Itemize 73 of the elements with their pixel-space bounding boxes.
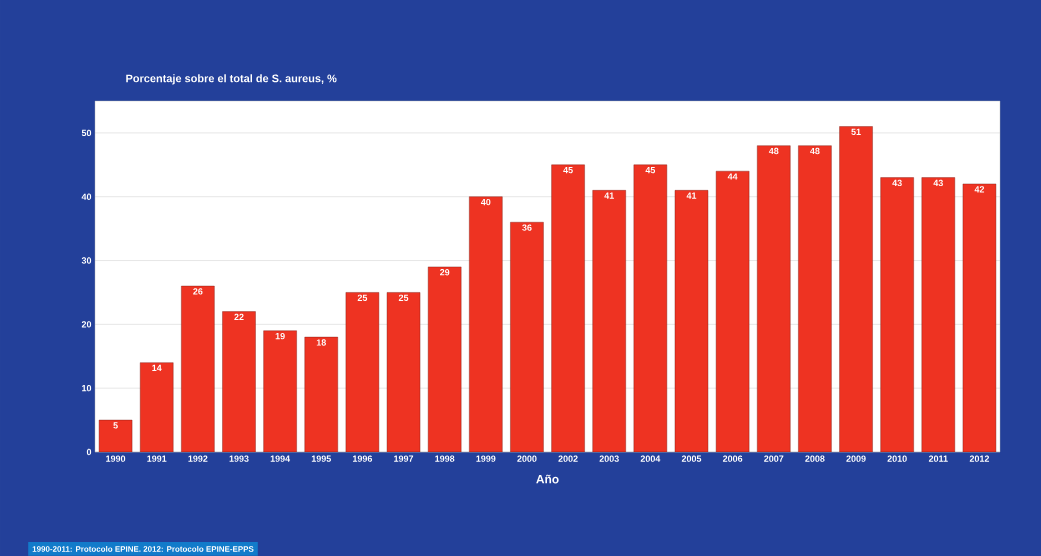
bar [839, 126, 873, 452]
bar [716, 171, 750, 452]
bar [140, 362, 174, 452]
data-label: 26 [193, 288, 203, 295]
bar [387, 292, 421, 452]
bar [181, 286, 215, 452]
x-tick-label: 2002 [558, 455, 578, 462]
bar [592, 190, 626, 452]
data-label: 41 [604, 192, 614, 199]
x-tick-label: 1998 [435, 455, 455, 462]
bar [345, 292, 379, 452]
bar [757, 145, 791, 452]
data-label: 41 [686, 192, 697, 199]
data-label: 48 [768, 147, 779, 155]
data-label: 51 [851, 128, 861, 135]
data-label: 43 [892, 179, 902, 187]
bar [551, 164, 585, 452]
data-label: 18 [316, 339, 326, 346]
x-axis-title: Año [536, 474, 559, 484]
x-tick-label: 1993 [229, 455, 249, 462]
y-tick-label: 30 [81, 257, 92, 264]
bar [633, 164, 667, 452]
data-label: 29 [440, 269, 450, 276]
x-tick-label: 2009 [846, 455, 866, 462]
x-tick-label: 1992 [188, 455, 208, 462]
x-tick-label: 1997 [394, 455, 414, 462]
x-tick-label: 2005 [681, 455, 702, 462]
data-label: 25 [398, 294, 409, 301]
x-tick-label: 2003 [599, 455, 619, 462]
x-tick-label: 2010 [887, 455, 907, 462]
y-tick-label: 0 [86, 448, 92, 456]
x-tick-label: 2000 [517, 455, 537, 462]
bar [222, 311, 256, 452]
bar [674, 190, 708, 452]
x-tick-label: 2004 [640, 455, 661, 462]
x-tick-label: 2011 [928, 455, 948, 462]
data-label: 22 [234, 313, 244, 321]
data-label: 44 [727, 173, 738, 180]
data-label: 45 [563, 167, 573, 174]
y-tick-label: 40 [81, 193, 92, 200]
y-tick-label: 50 [81, 129, 92, 137]
y-tick-label: 10 [82, 384, 92, 392]
data-label: 5 [113, 422, 118, 429]
x-tick-label: 2007 [764, 455, 784, 462]
x-tick-label: 1991 [147, 455, 167, 462]
data-label: 36 [522, 224, 532, 231]
y-axis-title: Porcentaje sobre el total de S. aureus, % [126, 74, 337, 85]
bar [510, 222, 544, 452]
bar [962, 183, 997, 452]
data-label: 19 [275, 332, 285, 340]
x-tick-label: 1996 [352, 455, 373, 462]
x-tick-label: 1995 [311, 455, 331, 462]
x-tick-label: 2012 [969, 455, 990, 462]
data-label: 45 [645, 167, 656, 174]
x-tick-label: 2006 [722, 455, 743, 462]
x-tick-label: 1994 [270, 455, 291, 462]
data-label: 48 [810, 147, 820, 155]
data-label: 14 [152, 364, 162, 371]
bar [798, 145, 832, 452]
data-label: 42 [974, 186, 985, 193]
data-label: 40 [480, 198, 491, 206]
x-tick-label: 1990 [106, 455, 126, 462]
x-tick-label: 1999 [476, 455, 496, 462]
y-tick-label: 20 [81, 321, 92, 328]
bar [469, 196, 503, 452]
bar [428, 266, 462, 452]
bar [921, 177, 955, 452]
bar [263, 330, 297, 452]
data-label: 25 [357, 294, 368, 301]
bar [880, 177, 914, 452]
bar [304, 337, 338, 452]
x-tick-label: 2008 [805, 455, 825, 462]
data-label: 43 [933, 179, 943, 187]
